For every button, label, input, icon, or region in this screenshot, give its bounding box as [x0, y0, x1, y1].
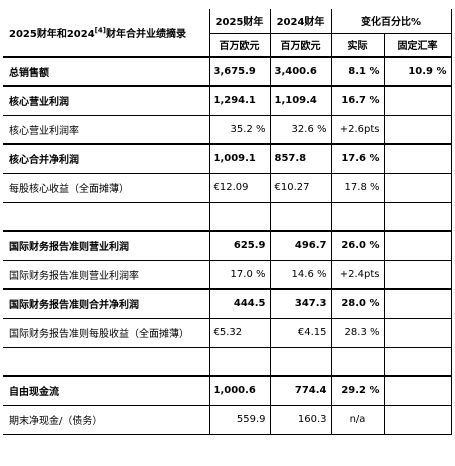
value-fx: 10.9 % [383, 56, 452, 86]
value-actual: n/a [330, 404, 384, 435]
value-2025: €5.32 [208, 317, 270, 347]
value-2024: 496.7 [269, 230, 331, 260]
value-2024: 774.4 [269, 375, 331, 405]
value-actual: 29.2 % [330, 375, 384, 405]
value-fx [383, 172, 452, 202]
table-row: 国际财务报告准则营业利润率 17.0 % 14.6 % +2.4pts [3, 259, 452, 289]
value-2024: 1,109.4 [269, 85, 331, 115]
value-actual: +2.4pts [330, 259, 384, 289]
value-2024: 857.8 [269, 143, 331, 173]
table-row: 核心合并净利润 1,009.1 857.8 17.6 % [3, 143, 452, 173]
table-row: 期末净现金/（债务） 559.9 160.3 n/a [3, 404, 452, 435]
table-row: 国际财务报告准则营业利润 625.9 496.7 26.0 % [3, 230, 452, 260]
value-fx [383, 317, 452, 347]
row-label: 期末净现金/（债务） [3, 404, 209, 435]
unit-2025: 百万欧元 [208, 32, 270, 57]
value-fx [383, 114, 452, 144]
col-header-2024: 2024财年 [269, 9, 331, 33]
row-label: 总销售额 [3, 56, 209, 86]
unit-2024: 百万欧元 [269, 32, 331, 57]
value-2025: 3,675.9 [208, 56, 270, 86]
table-row: 国际财务报告准则合并净利润 444.5 347.3 28.0 % [3, 288, 452, 318]
value-fx [383, 143, 452, 173]
value-2024: 32.6 % [269, 114, 331, 144]
value-2024: 14.6 % [269, 259, 331, 289]
row-label: 核心合并净利润 [3, 143, 209, 173]
value-actual: +2.6pts [330, 114, 384, 144]
table-row: 国际财务报告准则每股收益（全面摊薄） €5.32 €4.15 28.3 % [3, 317, 452, 347]
value-fx [383, 259, 452, 289]
row-label: 每股核心收益（全面摊薄） [3, 172, 209, 202]
spacer-row [3, 346, 452, 376]
results-table: 2025财年和2024[4]财年合并业绩摘录 2025财年 2024财年 变化百… [3, 9, 452, 435]
header-row-1: 2025财年和2024[4]财年合并业绩摘录 2025财年 2024财年 变化百… [3, 9, 452, 40]
value-actual: 16.7 % [330, 85, 384, 115]
row-label: 核心营业利润率 [3, 114, 209, 144]
value-2025: 1,000.6 [208, 375, 270, 405]
footnote-ref: [4] [94, 26, 106, 35]
value-2024: 3,400.6 [269, 56, 331, 86]
value-actual: 8.1 % [330, 56, 384, 86]
value-actual: 26.0 % [330, 230, 384, 260]
value-2025: 35.2 % [208, 114, 270, 144]
value-2024: €4.15 [269, 317, 331, 347]
table-row: 每股核心收益（全面摊薄） €12.09 €10.27 17.8 % [3, 172, 452, 202]
row-label: 国际财务报告准则合并净利润 [3, 288, 209, 318]
value-2024: 160.3 [269, 404, 331, 435]
row-label: 核心营业利润 [3, 85, 209, 115]
table-title: 2025财年和2024[4]财年合并业绩摘录 [9, 26, 186, 40]
row-label: 国际财务报告准则营业利润率 [3, 259, 209, 289]
value-2025: 559.9 [208, 404, 270, 435]
value-2025: 17.0 % [208, 259, 270, 289]
value-actual: 17.8 % [330, 172, 384, 202]
table-row: 核心营业利润 1,294.1 1,109.4 16.7 % [3, 85, 452, 115]
value-actual: 28.3 % [330, 317, 384, 347]
col-header-fx: 固定汇率 [383, 32, 452, 57]
value-2025: 1,294.1 [208, 85, 270, 115]
spacer-row [3, 201, 452, 231]
value-2025: 625.9 [208, 230, 270, 260]
value-2025: 444.5 [208, 288, 270, 318]
value-2025: 1,009.1 [208, 143, 270, 173]
row-label: 国际财务报告准则营业利润 [3, 230, 209, 260]
value-actual: 17.6 % [330, 143, 384, 173]
col-header-change: 变化百分比% [330, 9, 452, 33]
value-fx [383, 288, 452, 318]
row-label: 自由现金流 [3, 375, 209, 405]
value-actual: 28.0 % [330, 288, 384, 318]
value-2025: €12.09 [208, 172, 270, 202]
value-2024: 347.3 [269, 288, 331, 318]
value-fx [383, 85, 452, 115]
value-fx [383, 230, 452, 260]
table-row: 核心营业利润率 35.2 % 32.6 % +2.6pts [3, 114, 452, 144]
value-fx [383, 404, 452, 435]
table-row: 自由现金流 1,000.6 774.4 29.2 % [3, 375, 452, 405]
col-header-actual: 实际 [330, 32, 384, 57]
value-fx [383, 375, 452, 405]
header-row-2: 百万欧元 百万欧元 实际 固定汇率 [3, 32, 452, 57]
value-2024: €10.27 [269, 172, 331, 202]
row-label: 国际财务报告准则每股收益（全面摊薄） [3, 317, 209, 347]
col-header-2025: 2025财年 [208, 9, 270, 33]
table-row: 总销售额 3,675.9 3,400.6 8.1 % 10.9 % [3, 56, 452, 86]
